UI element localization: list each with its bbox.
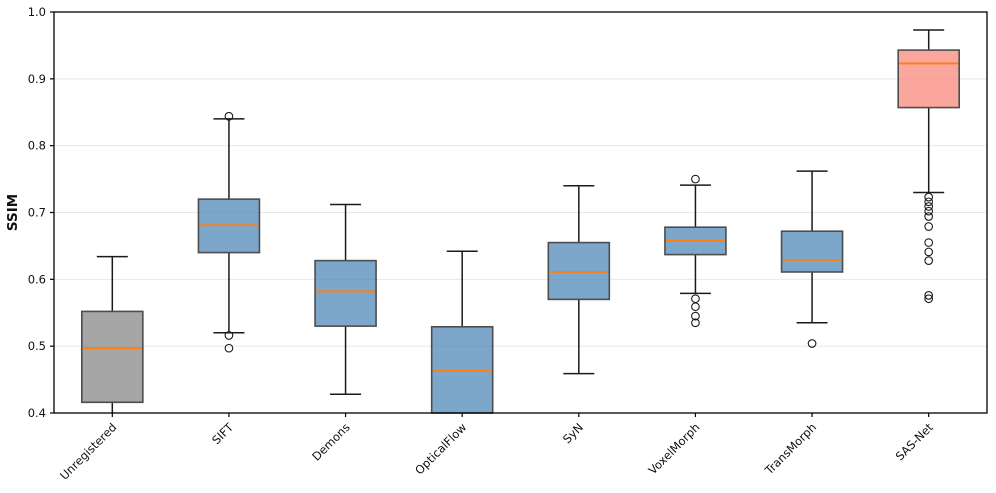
y-tick-label: 0.6 xyxy=(28,272,46,286)
y-tick-label: 0.9 xyxy=(28,72,46,86)
outlier-point xyxy=(924,197,934,207)
outlier-point xyxy=(691,302,700,312)
box-opticalflow xyxy=(430,250,494,414)
iqr-box xyxy=(314,259,377,327)
x-tick-label-sift: SIFT xyxy=(209,420,237,448)
box-demons xyxy=(314,203,377,396)
iqr-box xyxy=(547,241,611,301)
y-tick-label: 0.7 xyxy=(28,206,46,220)
outlier-point xyxy=(924,291,934,300)
iqr-box xyxy=(897,49,960,109)
box-syn xyxy=(547,185,611,375)
outlier-point xyxy=(924,294,934,304)
x-tick-label-transmorph: TransMorph xyxy=(761,420,819,478)
box-transmorph xyxy=(780,170,844,348)
x-tick-label-sas-net: SAS-Net xyxy=(893,420,936,463)
outlier-point xyxy=(224,343,234,353)
y-tick-label: 0.5 xyxy=(28,339,46,353)
y-tick-label: 1.0 xyxy=(28,5,46,19)
iqr-box xyxy=(780,230,844,273)
iqr-box xyxy=(81,310,144,404)
outlier-point xyxy=(924,256,934,265)
y-axis-label: SSIM xyxy=(5,194,21,231)
x-tick-label-opticalflow: OpticalFlow xyxy=(412,420,469,477)
outlier-point xyxy=(224,331,234,340)
outlier-point xyxy=(924,222,934,231)
grid-layer xyxy=(54,11,987,414)
x-tick-label-voxelmorph: VoxelMorph xyxy=(646,420,703,477)
outlier-point xyxy=(924,192,934,202)
x-tick-label-unregistered: Unregistered xyxy=(57,420,119,482)
y-tick-label: 0.8 xyxy=(28,139,46,153)
outlier-point xyxy=(924,212,934,221)
x-tick-label-demons: Demons xyxy=(309,420,352,463)
outlier-point xyxy=(691,318,700,328)
box-unregistered xyxy=(81,255,144,413)
iqr-box xyxy=(430,325,494,414)
outlier-point xyxy=(924,202,934,211)
outlier-point xyxy=(224,111,234,121)
box-sas-net xyxy=(897,29,960,304)
box-layer xyxy=(81,29,960,414)
outlier-point xyxy=(924,238,934,247)
outlier-point xyxy=(691,294,700,304)
y-tick-label: 0.4 xyxy=(28,406,46,420)
box-sift xyxy=(197,111,261,353)
x-tick-label-syn: SyN xyxy=(560,420,586,446)
outlier-point xyxy=(691,311,700,321)
outlier-point xyxy=(807,339,817,348)
outlier-point xyxy=(691,174,700,184)
box-voxelmorph xyxy=(664,174,727,328)
outlier-point xyxy=(924,206,934,216)
outlier-point xyxy=(924,247,934,257)
